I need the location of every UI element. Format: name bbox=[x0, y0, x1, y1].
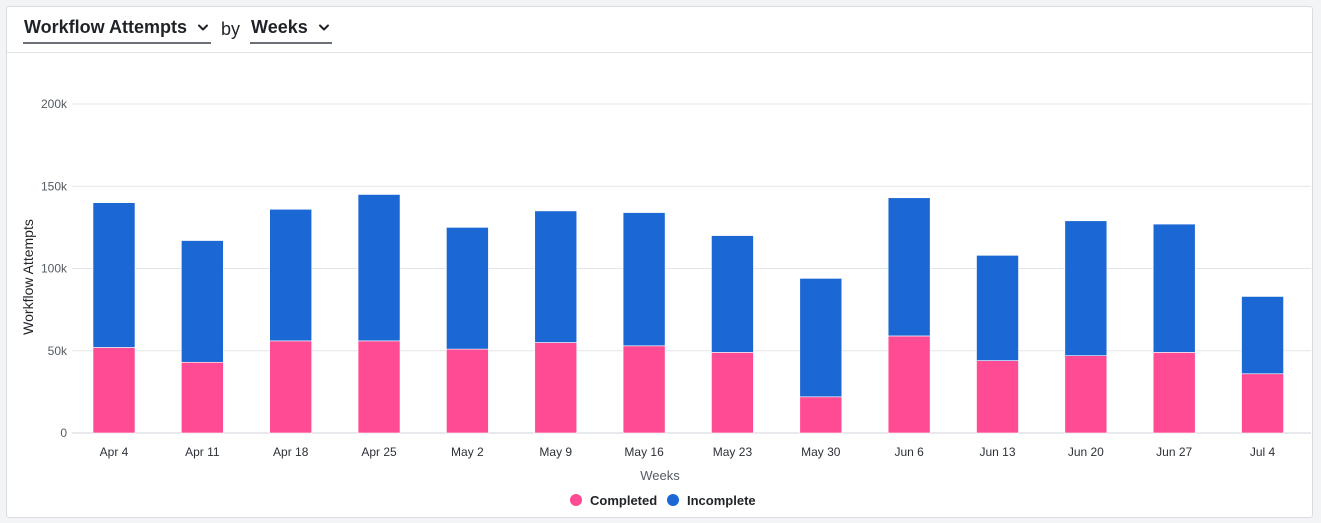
x-tick-label: Jun 27 bbox=[1156, 445, 1192, 459]
bar-completed-apr-18[interactable] bbox=[269, 340, 313, 434]
x-tick-label: May 30 bbox=[801, 445, 841, 459]
bar-completed-apr-25[interactable] bbox=[357, 340, 401, 434]
group-select-label: Weeks bbox=[251, 17, 308, 37]
y-tick-label: 150k bbox=[41, 179, 68, 193]
x-tick-label: Jun 13 bbox=[979, 445, 1015, 459]
chart-card: Workflow Attempts by Weeks 0 50k 100k 150k 2… bbox=[6, 6, 1313, 518]
bar-completed-jun-6[interactable] bbox=[887, 335, 931, 434]
bar-completed-jul-4[interactable] bbox=[1241, 373, 1284, 434]
bar-completed-may-16[interactable] bbox=[622, 345, 666, 434]
x-tick-label: Jun 6 bbox=[894, 445, 924, 459]
bar-completed-may-9[interactable] bbox=[534, 342, 578, 434]
bar-incomplete-may-23[interactable] bbox=[711, 235, 754, 353]
x-tick-label: Apr 11 bbox=[185, 445, 220, 459]
chevron-down-icon bbox=[318, 24, 329, 30]
bar-completed-may-23[interactable] bbox=[711, 352, 754, 434]
bar-completed-jun-27[interactable] bbox=[1152, 352, 1196, 434]
bar-completed-apr-4[interactable] bbox=[92, 347, 136, 434]
bar-completed-may-30[interactable] bbox=[799, 396, 843, 434]
bar-incomplete-may-16[interactable] bbox=[622, 212, 666, 347]
bar-incomplete-apr-25[interactable] bbox=[357, 194, 401, 342]
bar-incomplete-jun-27[interactable] bbox=[1152, 223, 1196, 353]
legend-swatch-completed bbox=[570, 494, 582, 506]
x-tick-label: Apr 25 bbox=[361, 445, 397, 459]
bar-incomplete-may-30[interactable] bbox=[799, 278, 843, 398]
bar-incomplete-apr-11[interactable] bbox=[181, 240, 224, 363]
legend-item-incomplete[interactable]: Incomplete bbox=[667, 493, 756, 508]
bar-incomplete-apr-18[interactable] bbox=[269, 208, 313, 342]
legend-label-completed: Completed bbox=[590, 493, 657, 508]
bar-incomplete-may-2[interactable] bbox=[446, 227, 489, 350]
x-axis-ticks: Apr 4 Apr 11 Apr 18 Apr 25 May 2 May 9 May 16 M… bbox=[100, 445, 1276, 459]
bar-incomplete-jul-4[interactable] bbox=[1241, 296, 1284, 375]
chart-header: Workflow Attempts by Weeks bbox=[7, 7, 1312, 53]
legend-item-completed[interactable]: Completed bbox=[570, 493, 657, 508]
group-select[interactable]: Weeks bbox=[250, 15, 332, 44]
stacked-bar-chart: 0 50k 100k 150k 200k Apr 4 Apr 11 Apr 18 Apr 25… bbox=[20, 97, 1311, 508]
bar-incomplete-jun-13[interactable] bbox=[976, 255, 1019, 361]
x-tick-label: Apr 18 bbox=[273, 445, 309, 459]
bar-incomplete-apr-4[interactable] bbox=[92, 202, 136, 348]
x-tick-label: May 2 bbox=[451, 445, 484, 459]
bar-incomplete-may-9[interactable] bbox=[534, 210, 578, 343]
bars bbox=[92, 194, 1284, 434]
y-axis-label: Workflow Attempts bbox=[20, 219, 36, 335]
bar-incomplete-jun-6[interactable] bbox=[887, 197, 931, 337]
grid-lines bbox=[72, 103, 1311, 434]
bar-completed-jun-20[interactable] bbox=[1064, 355, 1108, 434]
y-tick-label: 50k bbox=[48, 344, 68, 358]
bar-completed-jun-13[interactable] bbox=[976, 360, 1019, 434]
chevron-down-icon bbox=[198, 24, 209, 30]
y-axis-ticks: 0 50k 100k 150k 200k bbox=[41, 97, 68, 440]
x-tick-label: May 9 bbox=[539, 445, 572, 459]
metric-select[interactable]: Workflow Attempts bbox=[23, 15, 212, 44]
bar-completed-apr-11[interactable] bbox=[181, 361, 224, 434]
by-label: by bbox=[221, 19, 241, 39]
legend: Completed Incomplete bbox=[570, 493, 756, 508]
y-tick-label: 200k bbox=[41, 97, 68, 111]
bar-incomplete-jun-20[interactable] bbox=[1064, 220, 1108, 356]
x-axis-label: Weeks bbox=[640, 468, 680, 483]
metric-select-label: Workflow Attempts bbox=[24, 17, 188, 37]
legend-swatch-incomplete bbox=[667, 494, 679, 506]
y-tick-label: 100k bbox=[41, 262, 68, 276]
bar-completed-may-2[interactable] bbox=[446, 348, 489, 434]
legend-label-incomplete: Incomplete bbox=[687, 493, 756, 508]
x-tick-label: Apr 4 bbox=[100, 445, 129, 459]
y-tick-label: 0 bbox=[60, 426, 67, 440]
x-tick-label: May 23 bbox=[713, 445, 753, 459]
x-tick-label: Jun 20 bbox=[1068, 445, 1104, 459]
x-tick-label: May 16 bbox=[624, 445, 664, 459]
x-tick-label: Jul 4 bbox=[1250, 445, 1276, 459]
